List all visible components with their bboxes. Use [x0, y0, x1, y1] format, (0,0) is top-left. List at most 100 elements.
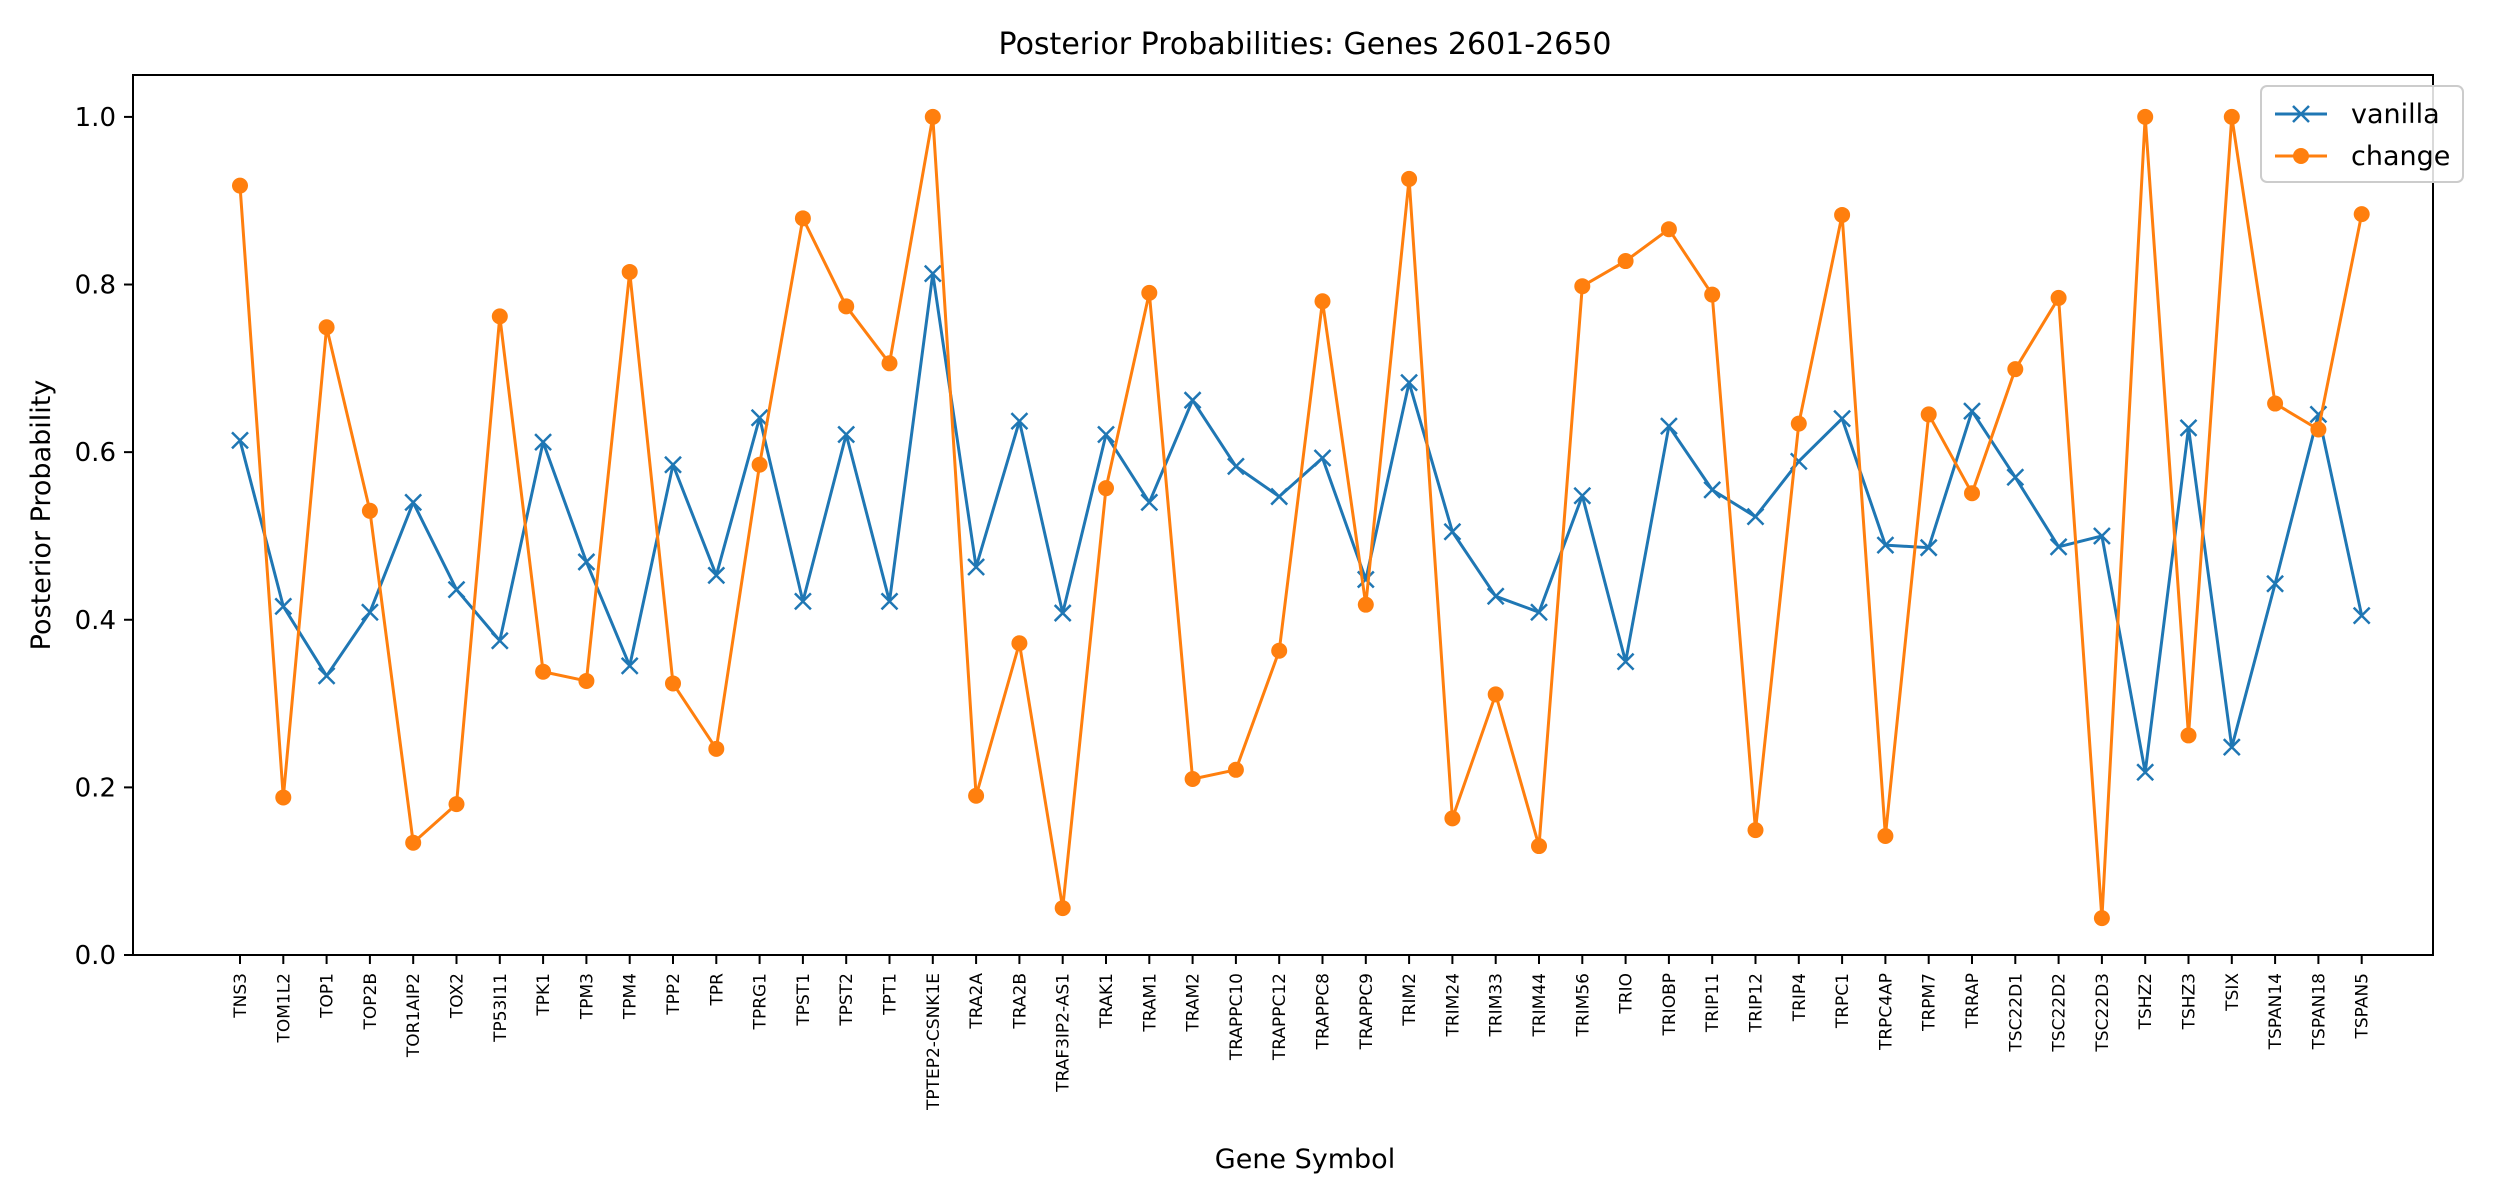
- data-point-change: [1574, 278, 1591, 295]
- x-tick-label: TRIM56: [1573, 973, 1593, 1038]
- x-tick-label: TRIM24: [1443, 973, 1463, 1038]
- legend-marker: [2293, 148, 2309, 164]
- data-point-vanilla: [1097, 425, 1115, 444]
- data-point-change: [2050, 289, 2067, 306]
- data-point-vanilla: [1443, 522, 1462, 541]
- data-point-change: [1444, 810, 1461, 827]
- x-tick-label: TOR1AIP2: [404, 973, 424, 1058]
- data-point-change: [1834, 206, 1851, 223]
- x-tick-label: TSPAN5: [2353, 973, 2373, 1040]
- data-point-change: [2007, 361, 2024, 378]
- x-tick-label: TPRG1: [751, 973, 771, 1030]
- y-axis-label: Posterior Probability: [26, 380, 57, 651]
- x-tick-label: TPT1: [881, 973, 901, 1016]
- x-tick-label: TPP2: [664, 973, 684, 1016]
- data-point-vanilla: [2179, 418, 2198, 437]
- x-tick-label: TPST2: [837, 973, 857, 1027]
- data-point-change: [535, 663, 552, 680]
- x-tick-label: TSPAN18: [2309, 973, 2329, 1050]
- data-point-change: [232, 177, 248, 194]
- data-point-change: [1920, 406, 1937, 423]
- data-point-vanilla: [1573, 486, 1592, 505]
- x-tick-label: TOM1L2: [274, 973, 294, 1044]
- data-point-change: [1227, 761, 1244, 778]
- x-axis-label: Gene Symbol: [1215, 1144, 1395, 1175]
- data-point-change: [1401, 170, 1418, 187]
- x-tick-label: TSC22D3: [2093, 973, 2113, 1053]
- data-point-vanilla: [1486, 587, 1505, 606]
- data-point-change: [924, 108, 941, 125]
- data-point-vanilla: [1053, 604, 1072, 622]
- legend-marker: [2292, 105, 2310, 123]
- y-axis: 0.0 0.2 0.4 0.6 0.8 1.0: [75, 103, 133, 971]
- data-point-change: [1487, 686, 1504, 703]
- legend-label: change: [2351, 141, 2450, 172]
- x-tick-label: TRIM2: [1400, 973, 1420, 1027]
- x-tick-label: TOP2B: [361, 973, 381, 1031]
- data-point-change: [318, 319, 335, 336]
- data-point-change: [448, 796, 465, 813]
- data-point-vanilla: [1703, 480, 1722, 499]
- legend-label: vanilla: [2351, 99, 2440, 130]
- data-point-vanilla: [1963, 402, 1981, 420]
- x-tick-label: TRA2A: [967, 973, 987, 1030]
- x-tick-label: TPR: [707, 973, 727, 1007]
- y-tick-label: 0.6: [75, 438, 116, 468]
- x-tick-label: TRAPPC9: [1357, 973, 1377, 1050]
- data-point-vanilla: [490, 631, 509, 650]
- legend-entry-change: change: [2275, 141, 2450, 172]
- data-point-vanilla: [1010, 412, 1029, 431]
- x-tick-label: TRIM33: [1487, 973, 1507, 1038]
- data-point-vanilla: [1660, 417, 1678, 436]
- x-tick-label: TSHZ3: [2180, 973, 2200, 1030]
- data-point-vanilla: [1313, 449, 1332, 467]
- data-point-change: [2353, 206, 2370, 223]
- data-point-change: [405, 834, 422, 851]
- x-tick-label: TRAM2: [1184, 973, 1204, 1033]
- data-point-change: [2093, 910, 2110, 927]
- x-tick-label: TPM3: [577, 973, 597, 1020]
- x-tick-label: TRAK1: [1097, 973, 1117, 1029]
- data-point-vanilla: [620, 656, 639, 675]
- data-point-change: [2223, 108, 2240, 125]
- y-tick-label: 0.4: [75, 606, 116, 636]
- data-point-vanilla: [231, 431, 249, 450]
- x-tick-label: TSC22D1: [2006, 973, 2026, 1053]
- data-point-vanilla: [664, 455, 682, 474]
- data-point-change: [1747, 822, 1764, 839]
- data-point-vanilla: [1876, 536, 1895, 555]
- x-tick-label: TSPAN14: [2266, 973, 2286, 1050]
- x-tick-label: TSIX: [2223, 973, 2243, 1012]
- x-tick-label: TRAPPC8: [1314, 973, 1334, 1050]
- x-tick-label: TSC22D2: [2050, 973, 2070, 1053]
- data-point-change: [1704, 286, 1721, 303]
- legend-entry-vanilla: vanilla: [2275, 99, 2440, 130]
- data-point-change: [1617, 253, 1634, 270]
- data-point-change: [2137, 108, 2154, 125]
- y-tick-label: 1.0: [75, 103, 116, 133]
- data-point-vanilla: [2352, 606, 2371, 625]
- y-tick-label: 0.2: [75, 773, 116, 803]
- x-tick-label: TRAPPC12: [1270, 973, 1290, 1061]
- x-tick-label: TRIP12: [1747, 973, 1767, 1033]
- chart-title: Posterior Probabilities: Genes 2601-2650: [999, 27, 1612, 62]
- data-point-change: [2310, 421, 2327, 438]
- data-point-change: [708, 740, 725, 757]
- data-point-vanilla: [707, 566, 726, 585]
- data-point-change: [361, 502, 378, 519]
- x-tick-label: TRPM7: [1920, 973, 1940, 1032]
- y-tick-label: 0.0: [75, 941, 116, 971]
- x-tick-label: TPK1: [534, 973, 554, 1017]
- data-point-vanilla: [317, 667, 336, 685]
- data-point-change: [1964, 485, 1980, 502]
- data-point-vanilla: [1227, 457, 1245, 476]
- data-point-vanilla: [2266, 574, 2284, 593]
- data-point-change: [794, 210, 811, 227]
- x-tick-label: TRAF3IP2-AS1: [1054, 973, 1074, 1093]
- data-point-change: [1098, 480, 1114, 497]
- data-point-vanilla: [274, 597, 293, 616]
- data-point-change: [838, 298, 855, 315]
- data-point-vanilla: [1746, 507, 1765, 526]
- y-tick-label: 0.8: [75, 271, 116, 301]
